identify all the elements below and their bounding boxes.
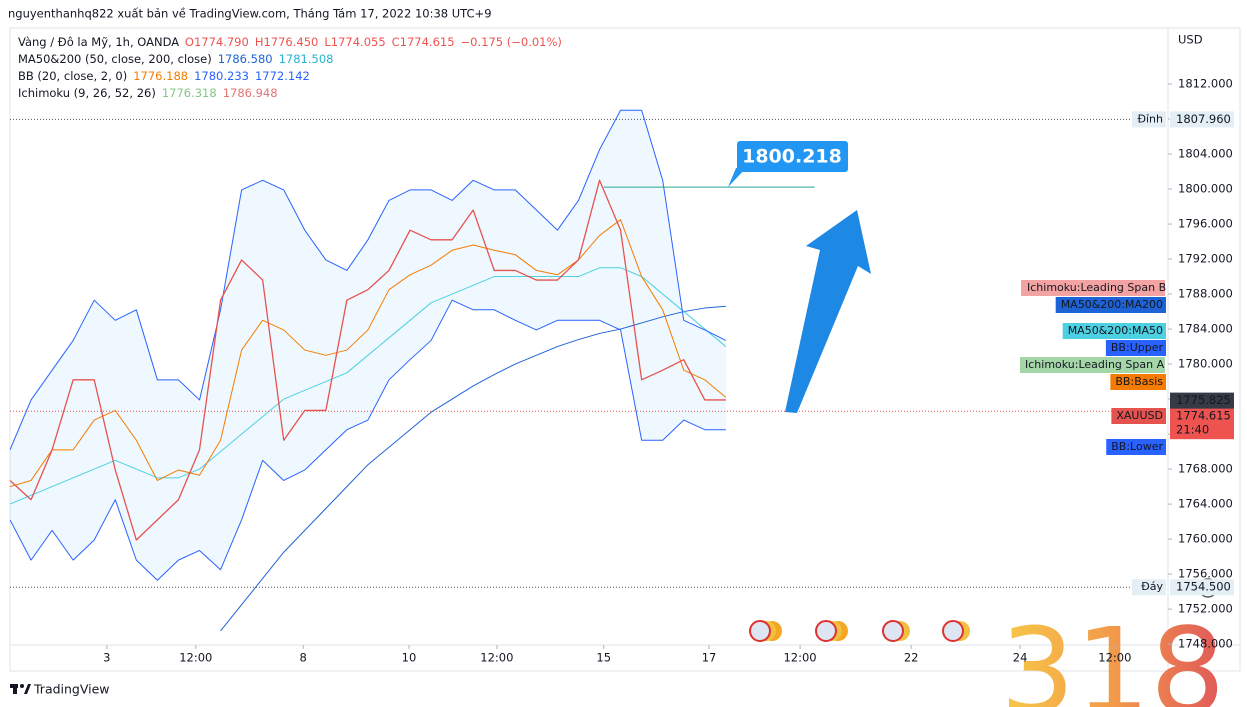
callout-pointer [728, 168, 746, 188]
tag: Ichimoku:Leading Span B [1027, 281, 1166, 294]
last-price-label: 1774.615 [1176, 409, 1231, 423]
level-axis-bg [1170, 111, 1234, 128]
y-tick-label: 1752.000 [1178, 602, 1233, 616]
marker-price-bg [1170, 392, 1234, 409]
logo [10, 684, 31, 694]
level-axis-label: 1754.500 [1176, 580, 1231, 594]
series-tag: XAUUSD [1116, 409, 1163, 422]
y-tick-label: 1812.000 [1178, 77, 1233, 91]
legend-line: MA50&200 (50, close, 200, close) 1786.580… [18, 52, 333, 66]
y-tick-label: 1756.000 [1178, 567, 1233, 581]
series-line [10, 219, 727, 488]
legend-part: 1776.188 [133, 69, 188, 83]
series-tag: BB:Lower [1111, 440, 1163, 453]
series-line [10, 299, 726, 581]
x-tick-label: 8 [300, 651, 307, 665]
series-tag-bg [1105, 340, 1166, 356]
level-tag-bg [1132, 111, 1166, 128]
series-line [220, 305, 726, 632]
callout-bg [737, 141, 848, 172]
x-tick-label: 15 [596, 651, 611, 665]
tag-bg [1021, 280, 1165, 296]
legend-part: 1780.233 [194, 69, 249, 83]
y-tick-label: 1792.000 [1178, 252, 1233, 266]
legend-line: Ichimoku (9, 26, 52, 26) 1776.318 1786.948 [18, 86, 278, 100]
x-tick-label: 12:00 [179, 651, 212, 665]
series-line [10, 267, 727, 505]
series-tag-bg [1055, 297, 1166, 313]
y-tick-label: 1800.000 [1178, 182, 1233, 196]
x-tick-label: 3 [103, 651, 110, 665]
series-tag: MA50&200:MA50 [1068, 324, 1163, 337]
series-line [10, 109, 727, 451]
series-tag: BB:Basis [1115, 375, 1163, 388]
legend-part: O1774.790 [185, 35, 249, 49]
watermark: 318 [1000, 602, 1225, 707]
level-axis-bg [1170, 579, 1234, 596]
plot [10, 109, 1168, 632]
y-tick-label: 1780.000 [1178, 357, 1233, 371]
arrow [785, 210, 871, 413]
callout-label: 1800.218 [742, 146, 842, 168]
x-tick-label: 22 [904, 651, 919, 665]
y-tick-label: 1764.000 [1178, 497, 1233, 511]
legend-part: H1776.450 [255, 35, 319, 49]
legend-part: 1772.142 [255, 69, 310, 83]
x-tick-label: 24 [1013, 651, 1028, 665]
legend-part: Vàng / Đô la Mỹ, 1h, OANDA [18, 35, 179, 49]
legend-part: 1786.948 [223, 86, 278, 100]
y-tick-label: 1768.000 [1178, 462, 1233, 476]
x-tick-label: 12:00 [783, 651, 816, 665]
level-tag: Đáy [1141, 580, 1163, 593]
level-tag: Đỉnh [1137, 112, 1163, 125]
currency: USD [1178, 33, 1203, 47]
series-tag-bg [1106, 439, 1166, 455]
legend-part: 1781.508 [279, 52, 334, 66]
last-price-bg [1170, 407, 1234, 440]
countdown: 21:40 [1176, 423, 1209, 437]
x-tick-label: 17 [702, 651, 717, 665]
series-tag-bg [1111, 408, 1166, 424]
x-tick-label: 12:00 [480, 651, 513, 665]
legend-part: 1776.318 [162, 86, 217, 100]
footer: TradingView [33, 682, 110, 697]
y-tick-label: 1760.000 [1178, 532, 1233, 546]
series-tag: BB:Upper [1111, 341, 1164, 354]
header: nguyenthanhq822 xuất bản về TradingView.… [8, 7, 492, 21]
series-line [10, 179, 726, 541]
legend-part: L1774.055 [324, 35, 385, 49]
y-tick-label: 1788.000 [1178, 287, 1233, 301]
tag: Ichimoku:Leading Span A [1025, 358, 1165, 371]
y-tick-label: 1796.000 [1178, 217, 1233, 231]
x-tick-label: 12:00 [1098, 651, 1131, 665]
y-tick-label: 1748.000 [1178, 637, 1233, 651]
y-tick-label: 1784.000 [1178, 322, 1233, 336]
x-tick-label: 10 [402, 651, 417, 665]
level-tag-bg [1132, 579, 1166, 596]
legend-part: BB (20, close, 2, 0) [18, 69, 127, 83]
frame [9, 27, 1241, 672]
legend: Vàng / Đô la Mỹ, 1h, OANDA O1774.790 H1776… [18, 35, 562, 100]
legend-part: −0.175 (−0.01%) [461, 35, 562, 49]
y-tick-label: 1804.000 [1178, 147, 1233, 161]
series-tag: MA50&200:MA200 [1061, 298, 1163, 311]
legend-line: Vàng / Đô la Mỹ, 1h, OANDA O1774.790 H1776… [18, 35, 562, 49]
event-icons [749, 620, 970, 642]
tag-bg [1020, 357, 1165, 373]
legend-part: C1774.615 [392, 35, 455, 49]
bb-band [10, 110, 726, 581]
level-axis-label: 1807.960 [1176, 112, 1231, 126]
legend-part: MA50&200 (50, close, 200, close) [18, 52, 212, 66]
marker-price-label: 1775.825 [1176, 393, 1231, 407]
legend-line: BB (20, close, 2, 0) 1776.188 1780.233 1772… [18, 69, 310, 83]
series-tag-bg [1062, 323, 1166, 339]
legend-part: Ichimoku (9, 26, 52, 26) [18, 86, 156, 100]
series-tag-bg [1110, 374, 1166, 390]
legend-part: 1786.580 [218, 52, 273, 66]
